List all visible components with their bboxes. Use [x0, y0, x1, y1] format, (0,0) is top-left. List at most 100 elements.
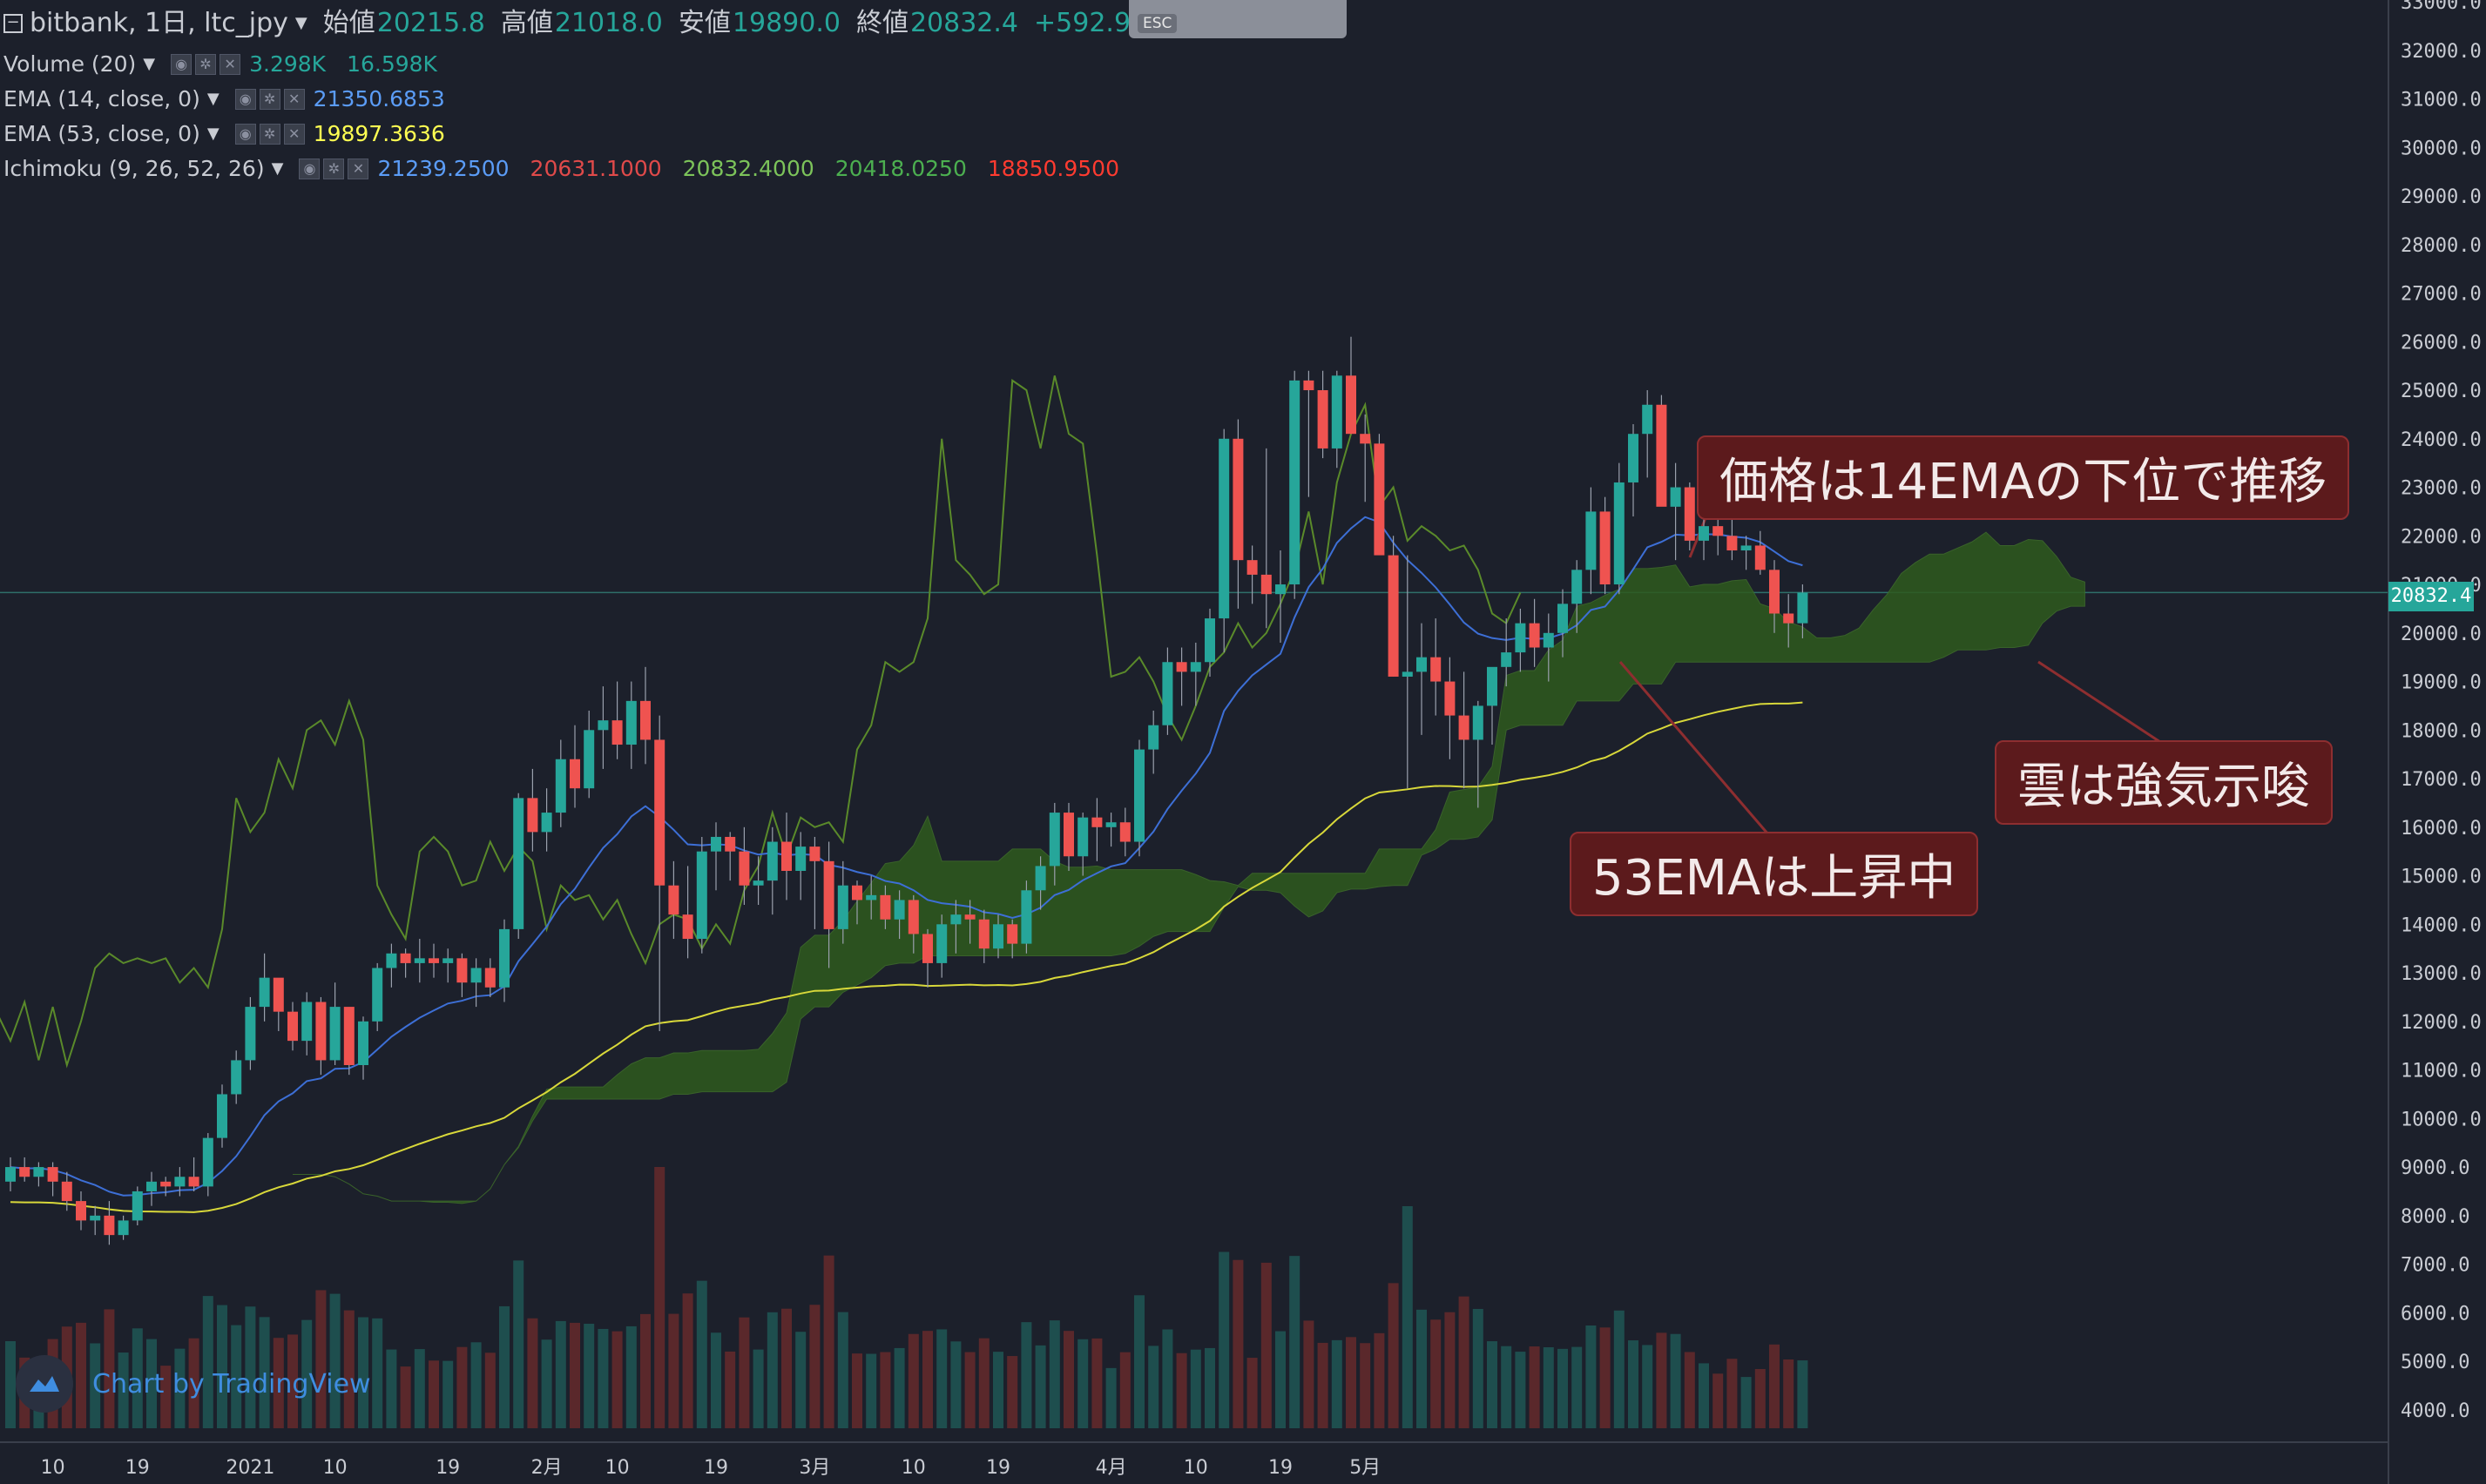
indicator-row[interactable]: EMA (14, close, 0) ▼ ◉ ✲ ✕ 21350.6853	[0, 82, 1188, 117]
indicator-row[interactable]: Volume (20) ▼ ◉ ✲ ✕ 3.298K 16.598K	[0, 47, 1188, 82]
volume-bar	[625, 1325, 637, 1428]
x-tick-label: 19	[986, 1457, 1010, 1479]
candle-body	[809, 847, 821, 861]
volume-bar	[301, 1319, 313, 1428]
x-tick-label: 2021	[226, 1457, 274, 1479]
volume-bar	[287, 1334, 298, 1428]
y-tick-label: 29000.0	[2401, 186, 2482, 208]
y-tick-label: 16000.0	[2401, 818, 2482, 840]
indicator-label[interactable]: Volume (20)	[3, 51, 137, 77]
tradingview-watermark[interactable]: Chart by TradingView	[16, 1355, 371, 1413]
eye-icon[interactable]: ◉	[234, 89, 256, 110]
y-tick-label: 22000.0	[2401, 526, 2482, 548]
symbol-title[interactable]: bitbank, 1日, ltc_jpy	[30, 8, 288, 38]
candle-body	[146, 1181, 157, 1191]
volume-bar	[1670, 1333, 1681, 1428]
candle-body	[837, 885, 848, 929]
volume-bar	[964, 1352, 976, 1428]
eye-icon[interactable]: ◉	[234, 124, 256, 145]
candle-body	[499, 928, 510, 988]
candle-body	[978, 919, 990, 949]
volume-bar	[132, 1328, 143, 1428]
volume-bar	[1360, 1343, 1371, 1428]
callout-pointer	[1618, 661, 1770, 835]
indicator-value: 20631.1000	[530, 156, 662, 181]
x-tick-label: 19	[1268, 1457, 1293, 1479]
indicator-label[interactable]: Ichimoku (9, 26, 52, 26)	[3, 156, 265, 181]
y-tick-label: 9000.0	[2401, 1157, 2469, 1179]
y-tick-label: 30000.0	[2401, 138, 2482, 159]
volume-bar	[1275, 1331, 1286, 1428]
y-tick-label: 31000.0	[2401, 90, 2482, 111]
candle-body	[611, 720, 623, 745]
y-tick-label: 13000.0	[2401, 963, 2482, 985]
low-label: 安値	[678, 8, 731, 38]
callout-pointer	[2037, 660, 2161, 744]
close-icon[interactable]: ✕	[283, 124, 305, 145]
chevron-down-icon[interactable]: ▼	[206, 90, 220, 108]
volume-bar	[1487, 1341, 1497, 1428]
volume-bar	[1176, 1352, 1187, 1428]
exit-fullscreen-popup[interactable]: ESC	[1129, 0, 1347, 38]
y-tick-label: 8000.0	[2401, 1206, 2469, 1228]
volume-bar	[1740, 1377, 1752, 1428]
indicator-buttons: ◉ ✲ ✕	[234, 89, 305, 110]
volume-bar	[1416, 1309, 1427, 1428]
gear-icon[interactable]: ✲	[259, 124, 280, 145]
chevron-down-icon[interactable]: ▼	[271, 159, 284, 178]
candle-body	[936, 924, 948, 963]
volume-bar	[1246, 1358, 1258, 1428]
gear-icon[interactable]: ✲	[323, 159, 345, 179]
gear-icon[interactable]: ✲	[195, 54, 217, 75]
ichimoku-cloud	[293, 531, 2085, 1204]
x-tick-label: 19	[704, 1457, 728, 1479]
chevron-down-icon[interactable]: ▼	[143, 55, 156, 73]
candle-body	[1699, 526, 1709, 541]
volume-bar	[1543, 1347, 1554, 1428]
indicator-row[interactable]: Ichimoku (9, 26, 52, 26) ▼ ◉ ✲ ✕ 21239.2500 20…	[0, 152, 1188, 186]
candle-body	[767, 841, 778, 881]
indicator-value: 18850.9500	[987, 156, 1119, 181]
symbol-row: − bitbank, 1日, ltc_jpy ▼ 始値 20215.8 高値 210…	[0, 0, 1188, 47]
candle-body	[1416, 657, 1427, 672]
indicator-label[interactable]: EMA (14, close, 0)	[3, 86, 200, 111]
volume-bar	[1021, 1322, 1032, 1428]
collapse-icon[interactable]: −	[3, 14, 23, 33]
indicator-label[interactable]: EMA (53, close, 0)	[3, 121, 200, 146]
candle-body	[1064, 813, 1074, 857]
eye-icon[interactable]: ◉	[171, 54, 193, 75]
candle-body	[1049, 813, 1060, 867]
indicator-buttons: ◉ ✲ ✕	[299, 159, 369, 179]
volume-bar	[400, 1366, 411, 1428]
callout-ema53: 53EMAは上昇中	[1570, 832, 1979, 916]
ema14-line	[10, 516, 1803, 1197]
gear-icon[interactable]: ✲	[259, 89, 280, 110]
volume-bar	[343, 1310, 355, 1428]
volume-bar	[1769, 1344, 1780, 1428]
volume-bar	[894, 1347, 905, 1428]
candle-body	[640, 700, 651, 740]
indicator-value: 21350.6853	[313, 86, 445, 111]
eye-icon[interactable]: ◉	[299, 159, 321, 179]
close-icon[interactable]: ✕	[283, 89, 305, 110]
candle-body	[1233, 438, 1244, 561]
candle-body	[598, 720, 609, 731]
close-icon[interactable]: ✕	[220, 54, 241, 75]
candle-body	[894, 900, 905, 920]
chevron-down-icon[interactable]: ▼	[294, 14, 307, 32]
candle-body	[1402, 671, 1413, 677]
y-tick-label: 27000.0	[2401, 284, 2482, 306]
indicator-row[interactable]: EMA (53, close, 0) ▼ ◉ ✲ ✕ 19897.3636	[0, 117, 1188, 152]
y-tick-label: 20000.0	[2401, 624, 2482, 645]
volume-bar	[866, 1353, 877, 1428]
candle-body	[1289, 380, 1300, 585]
indicator-buttons: ◉ ✲ ✕	[171, 54, 241, 75]
chevron-down-icon[interactable]: ▼	[206, 125, 220, 143]
volume-bar	[245, 1306, 256, 1428]
volume-bar	[753, 1349, 764, 1428]
candle-body	[245, 1007, 256, 1061]
close-icon[interactable]: ✕	[348, 159, 369, 179]
candle-body	[922, 934, 933, 963]
candle-body	[429, 958, 439, 963]
